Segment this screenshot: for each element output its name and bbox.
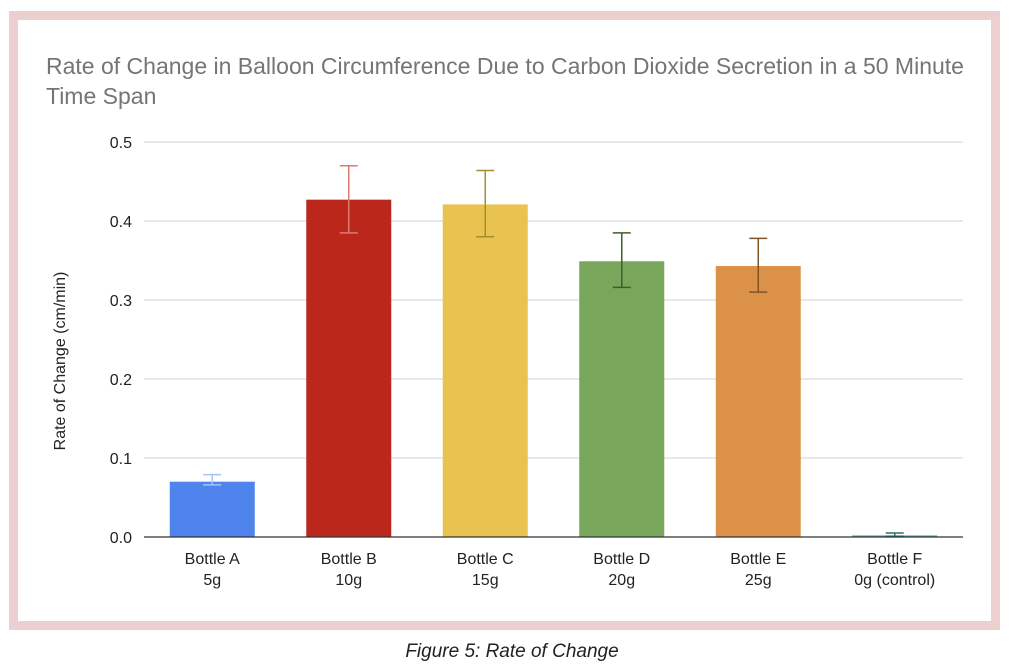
x-tick-label: 10g [335, 572, 362, 589]
x-tick-label: Bottle B [321, 551, 377, 568]
y-tick-label: 0.5 [110, 135, 132, 152]
x-tick-label: Bottle A [185, 551, 240, 568]
y-axis-label: Rate of Change (cm/min) [52, 272, 69, 451]
y-tick-label: 0.0 [110, 530, 132, 547]
x-tick-labels: Bottle A 5g Bottle B 10g Bottle C 15g Bottle D… [185, 551, 936, 589]
y-tick-label: 0.1 [110, 451, 132, 468]
figure-caption: Figure 5: Rate of Change [405, 641, 619, 662]
y-tick-label: 0.2 [110, 372, 132, 389]
y-tick-labels: 0.0 0.1 0.2 0.3 0.4 0.5 [110, 135, 132, 547]
x-tick-label: Bottle F [867, 551, 922, 568]
x-tick-label: 25g [745, 572, 772, 589]
x-tick-label: 0g (control) [854, 572, 935, 589]
gridlines [144, 141, 963, 459]
chart-title: Rate of Change in Balloon Circumference … [46, 53, 964, 109]
bar [169, 481, 255, 537]
bar [306, 199, 392, 538]
bars [169, 199, 938, 538]
bar [442, 204, 528, 537]
x-tick-label: 20g [608, 572, 635, 589]
x-tick-label: Bottle E [730, 551, 786, 568]
error-bars [203, 164, 904, 537]
x-tick-label: 15g [472, 572, 499, 589]
x-tick-label: Bottle C [457, 551, 514, 568]
bar [579, 261, 665, 537]
y-tick-label: 0.4 [110, 214, 132, 231]
x-tick-label: Bottle D [593, 551, 650, 568]
bar [715, 266, 801, 537]
x-tick-label: 5g [203, 572, 221, 589]
bar-chart: 0.0 0.1 0.2 0.3 0.4 0.5 Bottle A 5g Bottle B 10g… [52, 135, 963, 589]
y-tick-label: 0.3 [110, 293, 132, 310]
